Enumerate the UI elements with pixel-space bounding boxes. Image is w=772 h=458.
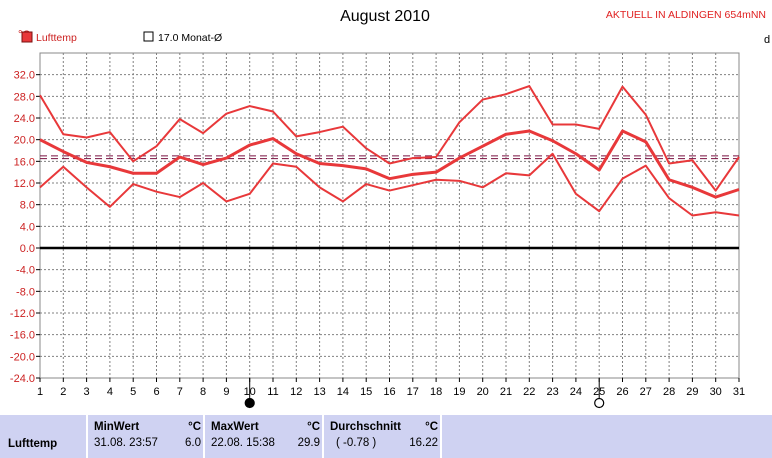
x-axis: 1 2 3 4 5 6 7 8 9 10 11 12 13 14 15 16 17 18 19 20 21 22 23 24 2… bbox=[37, 378, 745, 398]
series-line-mean bbox=[39, 129, 740, 199]
x-tick-label: 21 bbox=[500, 386, 512, 398]
min-stat-cell: MinWert °C 31.08. 23:57 6.0 bbox=[86, 415, 205, 458]
x-tick-label: 4 bbox=[107, 386, 113, 398]
x-tick-label: 29 bbox=[686, 386, 698, 398]
y-tick-label: 0.0 bbox=[20, 243, 35, 255]
y-tick-label: -8.0 bbox=[16, 286, 35, 298]
y-tick-label: 20.0 bbox=[14, 135, 35, 147]
y-tick-label: -12.0 bbox=[10, 308, 35, 320]
max-value: 29.9 bbox=[297, 437, 320, 449]
x-tick-label: 30 bbox=[710, 386, 722, 398]
x-tick-label: 26 bbox=[616, 386, 628, 398]
legend-avg-label: 17.0 Monat-Ø bbox=[158, 32, 222, 44]
x-tick-label: 13 bbox=[313, 386, 325, 398]
max-datetime: 22.08. 15:38 bbox=[211, 437, 275, 449]
stats-label-cell: Lufttemp bbox=[0, 415, 86, 458]
y-tick-label: 32.0 bbox=[14, 70, 35, 82]
x-tick-label: 24 bbox=[570, 386, 582, 398]
y-tick-label: 8.0 bbox=[20, 200, 35, 212]
legend-avg-swatch bbox=[143, 31, 154, 42]
min-title: MinWert bbox=[94, 421, 140, 433]
series-line-max bbox=[39, 85, 740, 192]
right-unit-label: d bbox=[764, 34, 770, 46]
min-datetime: 31.08. 23:57 bbox=[94, 437, 158, 449]
full-moon-icon bbox=[594, 397, 605, 409]
x-tick-label: 11 bbox=[267, 386, 278, 398]
stats-panel: Lufttemp MinWert °C 31.08. 23:57 6.0 Max… bbox=[0, 415, 772, 458]
avg-delta: ( -0.78 ) bbox=[336, 437, 377, 449]
y-tick-label: 24.0 bbox=[14, 113, 35, 125]
avg-title: Durchschnitt bbox=[330, 421, 401, 433]
avg-value: 16.22 bbox=[409, 437, 438, 449]
y-tick-label: -20.0 bbox=[10, 351, 35, 363]
temperature-chart: August 2010 AKTUELL IN ALDINGEN 654mNN °… bbox=[10, 8, 770, 409]
x-tick-label: 3 bbox=[84, 386, 90, 398]
x-tick-label: 31 bbox=[733, 386, 745, 398]
x-tick-label: 8 bbox=[200, 386, 206, 398]
x-tick-label: 22 bbox=[523, 386, 535, 398]
x-tick-label: 5 bbox=[130, 386, 136, 398]
x-tick-label: 9 bbox=[223, 386, 229, 398]
max-stat-cell: MaxWert °C 22.08. 15:38 29.9 bbox=[203, 415, 324, 458]
x-tick-label: 14 bbox=[337, 386, 349, 398]
min-unit: °C bbox=[188, 421, 201, 433]
y-tick-label: 4.0 bbox=[20, 221, 35, 233]
stats-row-label: Lufttemp bbox=[8, 438, 58, 450]
series-lines bbox=[39, 85, 740, 217]
avg-unit: °C bbox=[425, 421, 438, 433]
y-tick-label: -24.0 bbox=[10, 373, 35, 385]
max-title: MaxWert bbox=[211, 421, 259, 433]
x-tick-label: 18 bbox=[430, 386, 442, 398]
y-tick-label: 28.0 bbox=[14, 91, 35, 103]
stats-empty-cell bbox=[440, 415, 762, 458]
x-tick-label: 17 bbox=[407, 386, 419, 398]
new-moon-icon bbox=[244, 397, 255, 409]
min-value: 6.0 bbox=[185, 437, 201, 449]
x-tick-label: 1 bbox=[37, 386, 43, 398]
legend-series-swatch bbox=[21, 31, 33, 43]
y-tick-label: -16.0 bbox=[10, 330, 35, 342]
reference-lines bbox=[40, 155, 739, 250]
y-tick-label: -4.0 bbox=[16, 265, 35, 277]
x-tick-label: 28 bbox=[663, 386, 675, 398]
max-unit: °C bbox=[307, 421, 320, 433]
x-tick-label: 2 bbox=[60, 386, 66, 398]
legend-series-label: Lufttemp bbox=[36, 32, 77, 44]
status-text: AKTUELL IN ALDINGEN 654mNN bbox=[606, 9, 766, 21]
y-axis: 32.0 28.0 24.0 20.0 16.0 12.0 8.0 4.0 0.0 -4.0 -8.… bbox=[10, 70, 40, 385]
x-tick-label: 16 bbox=[383, 386, 395, 398]
series-line-min bbox=[39, 152, 740, 217]
x-tick-label: 15 bbox=[360, 386, 372, 398]
x-tick-label: 19 bbox=[453, 386, 465, 398]
x-tick-label: 20 bbox=[477, 386, 489, 398]
y-tick-label: 16.0 bbox=[14, 156, 35, 168]
chart-title: August 2010 bbox=[340, 8, 430, 25]
x-tick-label: 23 bbox=[546, 386, 558, 398]
moon-phases bbox=[244, 378, 605, 409]
x-tick-label: 7 bbox=[177, 386, 183, 398]
avg-stat-cell: Durchschnitt °C ( -0.78 ) 16.22 bbox=[322, 415, 442, 458]
x-tick-label: 27 bbox=[640, 386, 652, 398]
x-tick-label: 12 bbox=[290, 386, 302, 398]
y-tick-label: 12.0 bbox=[14, 178, 35, 190]
x-tick-label: 6 bbox=[153, 386, 159, 398]
